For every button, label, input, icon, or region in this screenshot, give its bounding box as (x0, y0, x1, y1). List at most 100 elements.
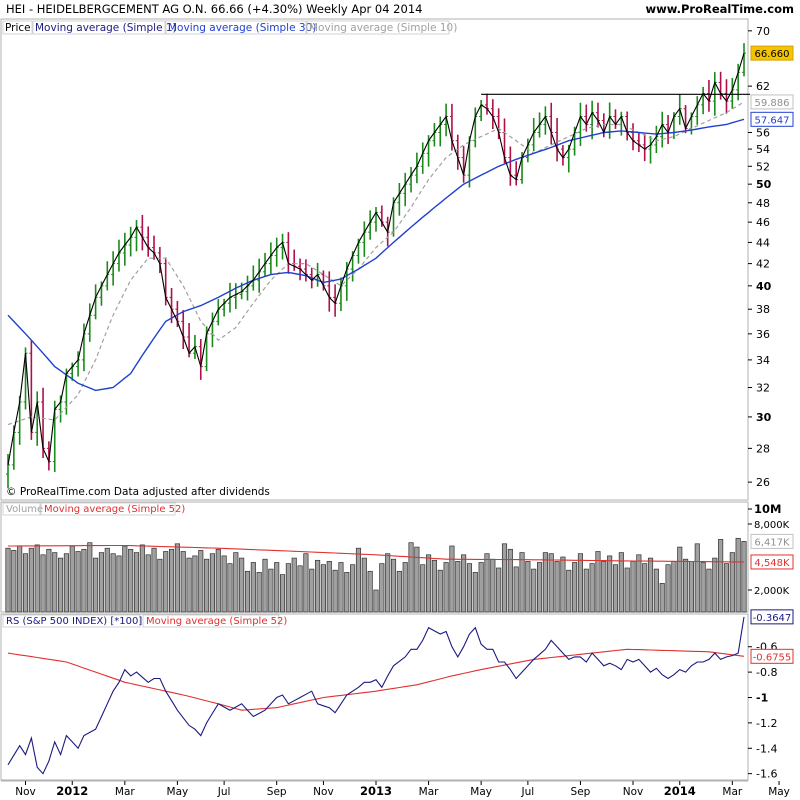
volume-bar (209, 553, 215, 613)
volume-bar (718, 539, 724, 613)
volume-bar (192, 555, 198, 613)
volume-bar (484, 553, 490, 613)
volume-bar (443, 562, 449, 613)
price-badge: 66.660 (755, 49, 790, 60)
volume-bar (139, 544, 145, 613)
volume-bar (326, 561, 332, 613)
time-tick-label: Nov (623, 786, 644, 798)
volume-bar (390, 558, 397, 613)
price-panel: Price Moving average (Simple 1)Moving ave… (0, 18, 794, 501)
time-tick-label: May (167, 786, 189, 798)
volume-bar (215, 548, 221, 613)
volume-bar (63, 553, 69, 613)
volume-bar (607, 555, 613, 613)
volume-bar (612, 564, 619, 613)
volume-bar (186, 557, 192, 613)
volume-bar (700, 562, 706, 613)
time-tick-label: 2014 (664, 784, 696, 798)
rs-legend-item: RS (S&P 500 INDEX) [*100] (6, 616, 142, 627)
volume-bar (110, 553, 116, 613)
volume-bar (87, 542, 93, 613)
price-tick-label: 36 (756, 328, 770, 341)
volume-bar (414, 546, 420, 613)
price-tick-label: 56 (756, 127, 770, 140)
chart-header-title: HEI - HEIDELBERGCEMENT AG O.N. 66.66 (+4… (6, 2, 422, 16)
rs-tick-label: -0.8 (756, 666, 777, 679)
volume-bar (554, 561, 560, 613)
volume-tick-label: 2,000K (754, 586, 790, 597)
price-tick-label: 42 (756, 258, 770, 271)
price-badge-box (750, 94, 794, 110)
volume-tick-label: 8,000K (754, 520, 790, 531)
time-tick-label: Jul (521, 786, 535, 798)
volume-panel: Volume Moving average (Simple 52) 10M 8,000… (0, 501, 794, 613)
volume-bar (683, 558, 689, 613)
rs-badge: -0.3647 (753, 613, 792, 624)
rs-badge-box (750, 648, 794, 664)
volume-bar (472, 572, 478, 613)
volume-bar (279, 574, 286, 613)
volume-bar (163, 551, 169, 613)
volume-bar (303, 553, 309, 613)
volume-badge: 6,417K (754, 537, 790, 548)
price-badge: 59.886 (755, 98, 790, 109)
price-tick-label: 44 (756, 236, 770, 249)
rs-legend-box (2, 614, 141, 628)
volume-bar (396, 570, 402, 613)
volume-bar (379, 563, 385, 613)
volume-bar (531, 568, 537, 613)
volume-bar (647, 557, 654, 613)
volume-bar (34, 544, 40, 613)
volume-bar (449, 545, 455, 613)
rs-legend-box (142, 614, 280, 628)
volume-bar (350, 564, 356, 613)
volume-bar (566, 569, 572, 613)
volume-bar (151, 547, 157, 613)
volume-ma-line (8, 544, 745, 563)
volume-bar (274, 562, 280, 613)
volume-bar (385, 553, 391, 613)
volume-badge-box (750, 554, 794, 570)
volume-bar (665, 564, 671, 613)
time-tick-label: Jul (217, 786, 231, 798)
volume-bar (69, 545, 75, 613)
volume-bar (560, 556, 566, 613)
price-legend-item: Moving average (Simple 10) (309, 22, 457, 34)
volume-bar (40, 554, 46, 613)
volume-bar (361, 557, 367, 613)
volume-bar (431, 559, 437, 613)
volume-bar (145, 554, 151, 613)
rs-legend-item: Moving average (Simple 52) (146, 616, 287, 627)
price-tick-label: 30 (756, 411, 772, 424)
volume-bar (525, 561, 531, 613)
volume-bar (128, 548, 134, 613)
rs-tick-label: -1.4 (756, 742, 777, 755)
volume-bar (244, 570, 251, 613)
volume-badge-box (750, 533, 794, 549)
volume-legend-item: Volume (6, 504, 43, 515)
volume-bar (595, 551, 601, 613)
time-axis: Nov 2012 Mar May Jul Sep Nov 2013 Mar May Jul Sep No… (1, 780, 790, 798)
rs-tick-label: -1 (756, 692, 768, 705)
volume-bar (513, 566, 519, 613)
ma10-line (7, 101, 745, 426)
website-link[interactable]: www.ProRealTime.com (645, 2, 794, 16)
volume-bar (22, 553, 29, 613)
time-tick-label: Mar (115, 786, 135, 798)
volume-bar (46, 548, 52, 613)
volume-bar (268, 568, 274, 613)
volume-bar (402, 562, 408, 613)
volume-bar (355, 547, 362, 613)
volume-bar (572, 562, 578, 613)
price-tick-label: 34 (756, 354, 770, 367)
price-tick-label: 32 (756, 382, 770, 395)
volume-tick-label: 10M (754, 502, 781, 516)
volume-bar (5, 547, 11, 613)
volume-bar (285, 563, 291, 613)
volume-bar (332, 569, 338, 613)
rs-line (7, 616, 745, 775)
volume-bar (420, 564, 426, 613)
volume-bar (577, 553, 583, 613)
volume-bar (297, 565, 303, 613)
volume-bar (373, 589, 379, 613)
